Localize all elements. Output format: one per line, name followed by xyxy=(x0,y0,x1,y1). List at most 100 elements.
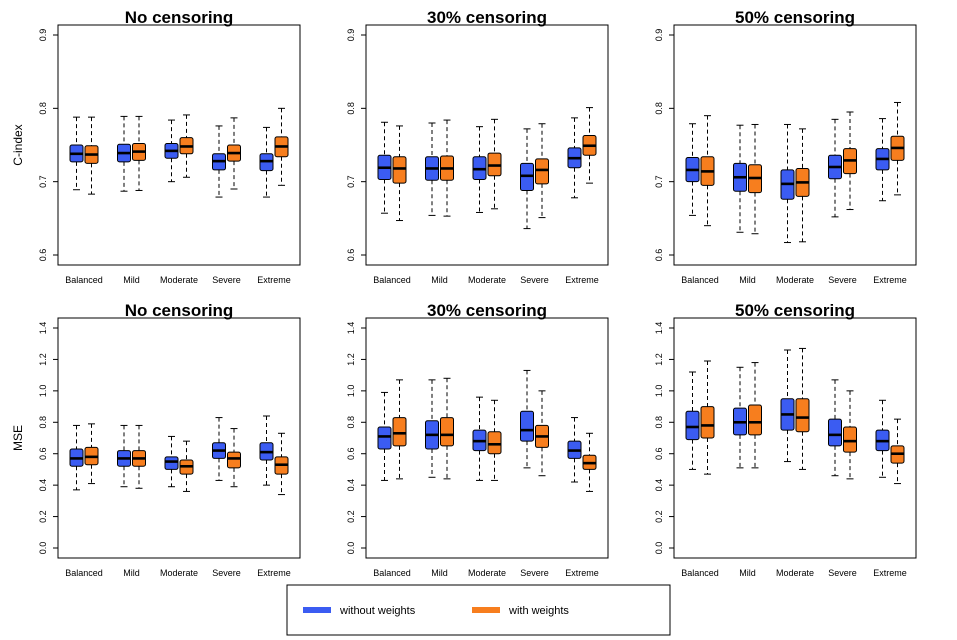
box-with-weights-balanced xyxy=(700,115,715,227)
y-tick-label: 0.8 xyxy=(654,102,664,115)
chart-panel-3: 50% censoring 0.6 0.7 0.8 0.9 Balanced Mild Mod… xyxy=(654,8,917,285)
box-without-weights-severe xyxy=(828,379,842,477)
y-tick-label: 0.2 xyxy=(38,510,48,523)
y-tick-label: 0.8 xyxy=(654,416,664,429)
y-tick-label: 0.7 xyxy=(346,175,356,188)
box-without-weights-mild xyxy=(733,366,747,469)
box-with-weights-moderate xyxy=(487,399,502,481)
box-with-weights-moderate xyxy=(179,114,194,178)
y-axis-label: MSE xyxy=(11,425,25,451)
box-without-weights-extreme xyxy=(567,417,582,483)
box-with-weights-moderate xyxy=(179,440,194,492)
y-tick-label: 0.6 xyxy=(38,249,48,262)
x-category-label: Moderate xyxy=(160,275,198,285)
legend-label-with-weights: with weights xyxy=(508,605,569,617)
x-category-label: Balanced xyxy=(681,568,719,578)
y-tick-label: 0.4 xyxy=(38,479,48,492)
box-without-weights-severe xyxy=(520,128,534,230)
iqr-box xyxy=(377,426,392,450)
x-category-label: Moderate xyxy=(776,568,814,578)
y-tick-label: 1.0 xyxy=(38,385,48,398)
y-tick-label: 0.9 xyxy=(654,29,664,42)
x-category-label: Extreme xyxy=(257,275,291,285)
iqr-box xyxy=(795,398,810,433)
box-with-weights-balanced xyxy=(700,360,715,475)
iqr-box xyxy=(748,404,762,436)
box-without-weights-severe xyxy=(212,417,226,481)
x-category-label: Moderate xyxy=(776,275,814,285)
box-without-weights-extreme xyxy=(259,415,274,486)
y-tick-label: 0.8 xyxy=(346,102,356,115)
iqr-box xyxy=(685,410,700,441)
box-with-weights-balanced xyxy=(392,125,407,222)
iqr-box xyxy=(392,156,407,184)
iqr-box xyxy=(843,426,857,453)
y-tick-label: 1.2 xyxy=(346,353,356,366)
box-with-weights-mild xyxy=(132,115,146,191)
box-with-weights-mild xyxy=(748,362,762,469)
box-without-weights-mild xyxy=(117,115,131,192)
box-without-weights-extreme xyxy=(259,126,274,198)
y-tick-label: 0.6 xyxy=(654,447,664,460)
x-category-label: Severe xyxy=(828,275,857,285)
box-without-weights-severe xyxy=(212,125,226,198)
x-category-label: Moderate xyxy=(468,275,506,285)
y-tick-label: 1.2 xyxy=(38,353,48,366)
iqr-box xyxy=(440,417,454,447)
iqr-box xyxy=(392,417,407,447)
box-without-weights-mild xyxy=(425,379,439,478)
box-without-weights-mild xyxy=(117,424,131,488)
iqr-box xyxy=(535,158,549,185)
box-without-weights-extreme xyxy=(875,399,890,478)
y-tick-label: 1.4 xyxy=(346,322,356,335)
box-with-weights-moderate xyxy=(795,128,810,243)
x-category-label: Extreme xyxy=(257,568,291,578)
y-tick-label: 0.0 xyxy=(38,542,48,555)
y-tick-label: 1.4 xyxy=(654,322,664,335)
plot-frame xyxy=(57,317,301,559)
x-category-label: Moderate xyxy=(160,568,198,578)
chart-panel-5: 30% censoring 0.0 0.2 0.4 0.6 0.8 1.0 1.2 1.4 Bal… xyxy=(346,301,609,578)
y-tick-label: 0.7 xyxy=(38,175,48,188)
box-without-weights-balanced xyxy=(69,424,84,491)
box-with-weights-extreme xyxy=(890,101,905,196)
x-category-label: Severe xyxy=(828,568,857,578)
box-with-weights-extreme xyxy=(582,107,597,184)
y-tick-label: 0.8 xyxy=(346,416,356,429)
y-tick-label: 0.6 xyxy=(346,447,356,460)
box-with-weights-extreme xyxy=(582,432,597,492)
box-with-weights-mild xyxy=(132,424,146,489)
y-axis-label: C-index xyxy=(11,124,25,165)
box-with-weights-extreme xyxy=(274,432,289,496)
box-with-weights-mild xyxy=(748,123,762,235)
x-category-label: Mild xyxy=(739,275,756,285)
x-category-label: Extreme xyxy=(565,275,599,285)
x-category-label: Extreme xyxy=(565,568,599,578)
y-tick-label: 0.8 xyxy=(38,416,48,429)
chart-panel-6: 50% censoring 0.0 0.2 0.4 0.6 0.8 1.0 1.2 1.4 Bal… xyxy=(654,301,917,578)
iqr-box xyxy=(700,406,715,439)
box-with-weights-moderate xyxy=(487,118,502,210)
box-without-weights-balanced xyxy=(685,123,700,216)
box-with-weights-severe xyxy=(535,123,549,219)
chart-panel-4: No censoring MSE 0.0 0.2 0.4 0.6 0.8 1.0 1.2 1.4 B… xyxy=(11,301,301,578)
box-with-weights-severe xyxy=(843,111,857,211)
x-category-label: Moderate xyxy=(468,568,506,578)
box-with-weights-balanced xyxy=(84,116,99,195)
box-without-weights-severe xyxy=(828,118,842,218)
box-without-weights-balanced xyxy=(377,121,392,214)
box-without-weights-balanced xyxy=(685,371,700,470)
y-tick-label: 0.0 xyxy=(654,542,664,555)
x-category-label: Mild xyxy=(431,568,448,578)
plot-frame xyxy=(365,24,609,266)
box-without-weights-severe xyxy=(520,369,534,469)
box-with-weights-extreme xyxy=(274,107,289,186)
y-tick-label: 0.6 xyxy=(346,249,356,262)
box-without-weights-mild xyxy=(733,124,747,233)
x-category-label: Severe xyxy=(520,568,549,578)
x-category-label: Balanced xyxy=(373,568,411,578)
box-without-weights-moderate xyxy=(472,126,487,213)
chart-title: 30% censoring xyxy=(427,8,547,27)
plot-frame xyxy=(673,24,917,266)
y-tick-label: 0.6 xyxy=(654,249,664,262)
